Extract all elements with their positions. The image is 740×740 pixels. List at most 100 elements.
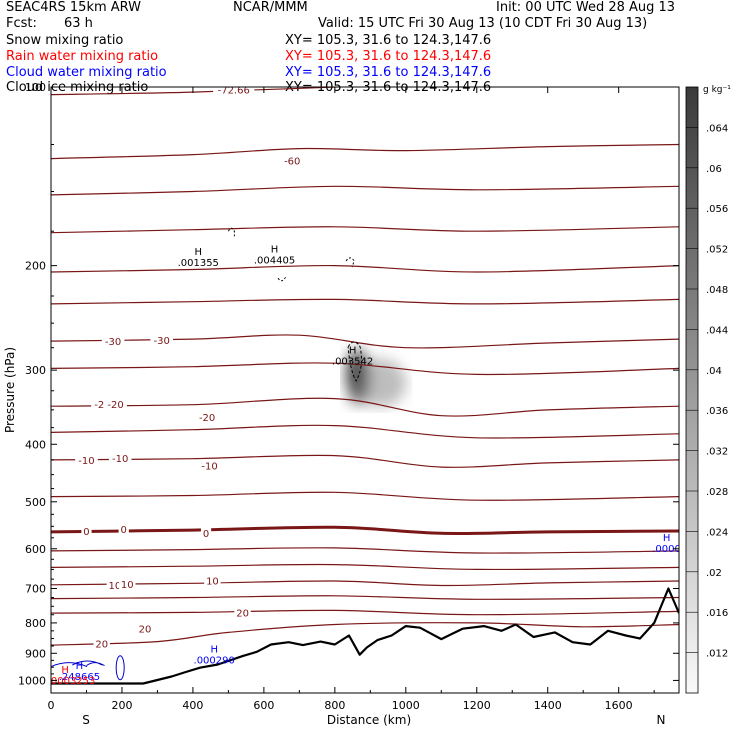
x-tick-label: 200	[111, 699, 132, 712]
isotherm-label: -20	[199, 413, 215, 424]
y-axis-title: Pressure (hPa)	[3, 347, 17, 433]
isotherm-label-bg	[200, 526, 212, 538]
isotherm-minus45c	[51, 226, 679, 234]
x-tick-label: 1200	[463, 699, 491, 712]
y-tick-label: 300	[25, 364, 46, 377]
y-tick-label: 200	[25, 260, 46, 273]
cloud-water-contours	[51, 655, 125, 681]
isotherm-10c	[51, 580, 679, 587]
max-marker: H	[76, 661, 84, 672]
max-value-label: .248665	[59, 672, 100, 683]
isotherm-label-bg	[106, 578, 124, 590]
isotherm-label-bg	[75, 453, 98, 465]
isotherm-label: 20	[95, 640, 108, 651]
isotherm-minus10c	[51, 454, 679, 468]
valid-time: Valid: 15 UTC Fri 30 Aug 13 (10 CDT Fri …	[318, 16, 648, 31]
isotherm-label-bg	[136, 622, 154, 634]
y-tick-label: 500	[25, 496, 46, 509]
isotherm-label: -70	[167, 78, 183, 89]
y-tick-label: 400	[25, 438, 46, 451]
isotherm-contours: -74.97-72.66-72.27-70-60-30 -30-20-20-20-…	[51, 73, 679, 651]
isotherm-label-bg	[150, 334, 173, 346]
isotherm-label: 10	[121, 580, 134, 591]
colorbar-label: .036	[706, 406, 728, 417]
isotherm-label: -60	[284, 156, 300, 167]
colorbar-label: .044	[706, 325, 728, 336]
max-marker: H	[61, 665, 69, 676]
isotherm-label: -30	[154, 336, 170, 347]
isotherm-label: -30	[105, 337, 121, 348]
forecast-label: Fcst:	[6, 16, 37, 31]
isotherm-20c	[51, 622, 679, 646]
isotherm-minus35c	[51, 298, 679, 305]
max-value-label: .0000	[652, 544, 681, 555]
colorbar-label: .04	[706, 366, 722, 377]
y-tick-label: 900	[25, 647, 46, 660]
isotherm-label-bg	[213, 87, 255, 95]
field-label-cloud-water: Cloud water mixing ratio	[6, 65, 167, 80]
colorbar-unit: g kg⁻¹	[703, 85, 731, 95]
colorbar-label: .032	[706, 447, 728, 458]
x-tick-label: 800	[324, 699, 345, 712]
isotherm-label: 20	[139, 625, 152, 636]
field-xy-rain: XY= 105.3, 31.6 to 124.3,147.6	[285, 49, 492, 64]
max-marker: H	[271, 244, 279, 255]
isotherm-12c	[51, 595, 679, 600]
x-tick-label: 600	[253, 699, 274, 712]
cloud-water-contour	[51, 660, 105, 668]
x-end-label-north: N	[657, 713, 666, 727]
isotherm-label: -10	[78, 456, 94, 467]
isotherm-minus50c	[51, 185, 679, 196]
x-axis-title: Distance (km)	[327, 713, 411, 727]
isotherm-label: -10	[201, 461, 217, 472]
isotherm-label-bg	[204, 574, 221, 586]
cloud-ice-contour-small	[277, 275, 287, 282]
cloud-ice-contour-top	[345, 257, 355, 268]
isotherm-0c	[51, 525, 679, 536]
isotherm-label-bg	[104, 397, 127, 409]
x-tick-label: 1600	[605, 699, 633, 712]
isotherm-label-bg	[91, 397, 114, 409]
y-tick-label: 1000	[18, 674, 46, 687]
max-marker: H	[349, 345, 357, 356]
x-tick-label: 1000	[392, 699, 420, 712]
isotherm-label: -72.27	[244, 75, 276, 86]
isotherm-minus25c	[51, 362, 679, 376]
field-xy-cloud-water: XY= 105.3, 31.6 to 124.3,147.6	[285, 65, 492, 80]
isotherm-3c	[51, 547, 679, 554]
colorbar-label: .016	[706, 608, 728, 619]
x-tick-label: 0	[48, 699, 55, 712]
colorbar-label: .02	[706, 568, 722, 579]
max-value-label: .003542	[332, 356, 373, 367]
snow-shade-core	[347, 350, 362, 391]
isotherm-label: -20	[94, 400, 110, 411]
cloud-ice-contour-main	[347, 341, 362, 382]
isotherm-5c	[51, 563, 679, 571]
field-maxima: H.001355H.004405H.003542H.000290H.248665…	[35, 244, 681, 687]
y-tick-label: 700	[25, 583, 46, 596]
isotherm-15c	[51, 609, 679, 616]
init-time: Init: 00 UTC Wed 28 Aug 13	[496, 0, 676, 15]
max-marker: H	[663, 533, 671, 544]
isotherm-label-bg	[164, 76, 187, 87]
max-value-label: .000003253	[35, 676, 95, 687]
colorbar-label: .064	[706, 123, 728, 134]
colorbar-label: .048	[706, 285, 728, 296]
isotherm-label: 10	[206, 576, 219, 587]
isotherm-label-bg	[118, 523, 129, 535]
colorbar-label: .024	[706, 527, 728, 538]
plot-frame	[50, 86, 680, 694]
terrain-line	[51, 587, 679, 685]
isotherm-label-bg	[234, 606, 251, 618]
isotherm-label-bg	[240, 73, 281, 84]
field-label-snow: Snow mixing ratio	[6, 33, 124, 48]
colorbar-label: .028	[706, 487, 728, 498]
isotherm-label: 0	[121, 525, 127, 536]
cloud-ice-contours	[227, 227, 362, 382]
field-label-rain: Rain water mixing ratio	[6, 49, 159, 64]
isotherm-label-bg	[101, 335, 125, 347]
y-tick-label: 600	[25, 543, 46, 556]
isotherm-label-bg	[198, 459, 221, 471]
colorbar-bar	[685, 86, 699, 694]
